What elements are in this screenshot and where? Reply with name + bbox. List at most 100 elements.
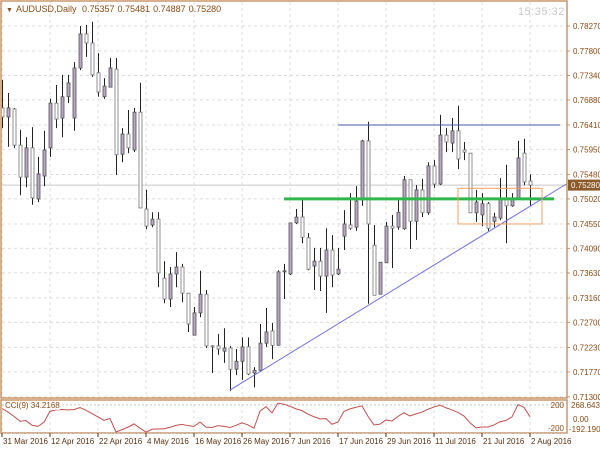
candle-bull — [294, 216, 299, 224]
date-tick-label: 26 May 2016 — [243, 437, 290, 446]
price-tick-label: 0.78270 — [573, 22, 600, 31]
candle-bull — [450, 130, 455, 144]
candle-bear — [462, 149, 467, 153]
candle-bull — [234, 360, 239, 370]
candle-bull — [276, 271, 281, 346]
current-price-label: 0.75280 — [571, 181, 600, 190]
candle-bear — [246, 346, 251, 375]
candle-bear — [126, 133, 131, 149]
candle-bear — [270, 330, 275, 346]
date-tick-label: 29 Jun 2016 — [387, 437, 432, 446]
cci-level-label: 0.00 — [573, 415, 589, 424]
candle-bull — [66, 82, 71, 98]
date-tick-label: 31 Mar 2016 — [3, 437, 48, 446]
candle-bear — [186, 292, 191, 325]
price-tick-label: 0.75950 — [573, 145, 600, 154]
candle-bull — [72, 67, 77, 119]
cci-level-label: -200 — [548, 424, 565, 433]
candle-bull — [42, 149, 47, 177]
candle-bull — [282, 270, 287, 273]
candle-bull — [60, 96, 65, 119]
candle-bull — [168, 273, 173, 300]
date-tick-label: 16 May 2016 — [195, 437, 242, 446]
price-tick-label: 0.75020 — [573, 195, 600, 204]
candle-bull — [438, 134, 443, 185]
date-tick-label: 17 Jun 2016 — [339, 437, 384, 446]
candle-bear — [456, 130, 461, 160]
price-tick-label: 0.74090 — [573, 244, 600, 253]
cci-max-label: 268.6439 — [571, 401, 600, 410]
candle-bull — [78, 33, 83, 69]
candle-bear — [18, 144, 23, 178]
candle-bear — [156, 218, 161, 274]
candle-bear — [306, 237, 311, 270]
candle-bull — [36, 173, 41, 200]
trendline[interactable] — [229, 183, 568, 391]
candle-bear — [210, 345, 215, 348]
price-tick-label: 0.77340 — [573, 71, 600, 80]
candle-bull — [414, 189, 419, 222]
cci-level-label: 200 — [551, 401, 565, 410]
candle-bear — [12, 108, 17, 146]
candle-bear — [432, 165, 437, 185]
candle-bear — [162, 277, 167, 300]
candle-bull — [324, 249, 329, 277]
candle-bear — [96, 72, 101, 93]
candle-bull — [108, 67, 113, 88]
open-value: 0.75357 — [81, 4, 115, 14]
candle-bull — [360, 140, 365, 201]
date-tick-label: 21 Jul 2016 — [483, 437, 525, 446]
candle-bull — [474, 201, 479, 214]
candle-bull — [402, 179, 407, 230]
price-tick-label: 0.71300 — [573, 393, 600, 402]
price-tick-label: 0.71770 — [573, 368, 600, 377]
candle-bull — [120, 133, 125, 155]
candle-bear — [300, 216, 305, 238]
cci-name: CCI(9) — [5, 401, 29, 410]
candle-bear — [180, 266, 185, 294]
candle-bull — [354, 200, 359, 228]
candle-bull — [240, 346, 245, 362]
date-tick-label: 7 Jun 2016 — [291, 437, 331, 446]
candle-bull — [192, 312, 197, 336]
candle-bear — [468, 152, 473, 214]
current-price-tag — [568, 179, 600, 191]
candle-bear — [444, 134, 449, 143]
candle-bear — [408, 179, 413, 222]
date-tick-label: 11 Jul 2016 — [435, 437, 476, 446]
price-tick-label: 0.73630 — [573, 269, 600, 278]
candle-bear — [90, 42, 95, 76]
candle-bear — [318, 260, 323, 277]
server-clock: 15:35:32 — [518, 6, 565, 18]
candle-bear — [348, 224, 353, 229]
triangle-down-icon[interactable]: ▼ — [6, 7, 13, 14]
low-value: 0.74887 — [153, 4, 186, 14]
candle-bear — [390, 225, 395, 229]
candle-bull — [24, 147, 29, 178]
candle-bull — [222, 347, 227, 352]
candle-bull — [132, 111, 137, 151]
close-value: 0.75280 — [188, 4, 222, 14]
high-value: 0.75481 — [117, 4, 151, 14]
candle-bear — [138, 111, 143, 209]
candle-bull — [6, 107, 11, 118]
candle-bull — [480, 203, 485, 216]
candle-bear — [84, 33, 89, 44]
consolidation-box[interactable] — [457, 187, 543, 225]
price-tick-label: 0.75480 — [573, 170, 600, 179]
candle-bear — [372, 244, 377, 296]
symbol-label: AUDUSD,Daily — [15, 4, 77, 14]
candle-bear — [486, 203, 491, 229]
candle-bull — [492, 216, 497, 222]
chart-header: ▼ AUDUSD,Daily 0.75357 0.75481 0.74887 0.752… — [6, 4, 224, 14]
candle-bear — [522, 152, 527, 183]
price-tick-label: 0.72230 — [573, 343, 600, 352]
candle-bull — [174, 266, 179, 275]
candle-bull — [102, 85, 107, 98]
candle-bull — [498, 198, 503, 219]
candle-bull — [258, 342, 263, 371]
candle-bull — [312, 260, 317, 267]
candle-bear — [216, 345, 221, 350]
